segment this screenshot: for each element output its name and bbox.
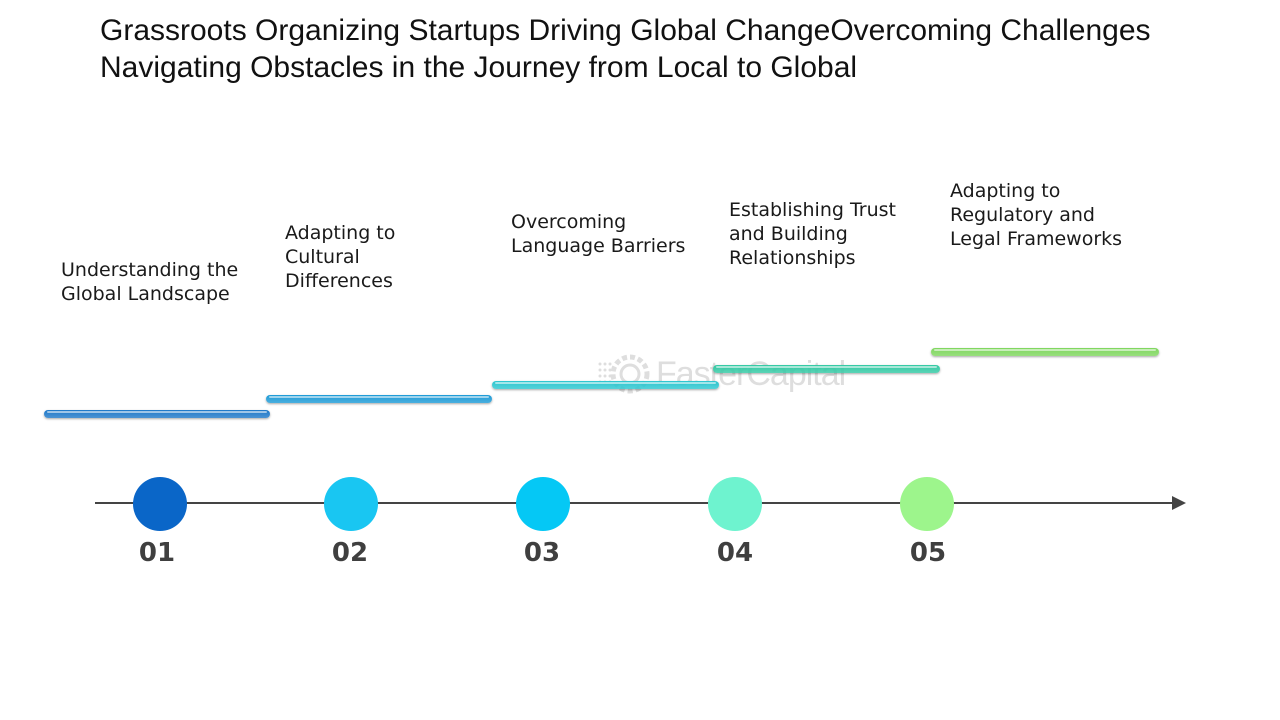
step-1-label: Understanding the Global Landscape (61, 259, 239, 305)
step-4-bar (713, 365, 940, 373)
step-1-bar (44, 410, 270, 418)
step-4-number: 04 (716, 538, 754, 568)
step-2-label: Adapting to Cultural Differences (285, 222, 396, 292)
step-4-marker (708, 477, 762, 531)
page-title: Grassroots Organizing Startups Driving G… (100, 14, 1151, 84)
step-3-number: 03 (523, 538, 561, 568)
step-5-number: 05 (909, 538, 947, 568)
step-2-bar (266, 395, 492, 403)
step-1-marker (133, 477, 187, 531)
step-2-number: 02 (331, 538, 369, 568)
step-4-label: Establishing Trust and Building Relation… (729, 199, 896, 269)
step-5-marker (900, 477, 954, 531)
timeline-arrowhead (1172, 496, 1186, 510)
step-3-label: Overcoming Language Barriers (511, 211, 686, 257)
gear-icon (598, 354, 650, 394)
step-3-marker (516, 477, 570, 531)
step-5-bar (931, 348, 1159, 356)
step-5-label: Adapting to Regulatory and Legal Framewo… (950, 180, 1123, 250)
watermark-logo: FasterCapital (596, 350, 846, 398)
step-2-marker (324, 477, 378, 531)
step-3-bar (492, 381, 719, 389)
step-1-number: 01 (138, 538, 176, 568)
timeline-axis (95, 502, 1175, 504)
